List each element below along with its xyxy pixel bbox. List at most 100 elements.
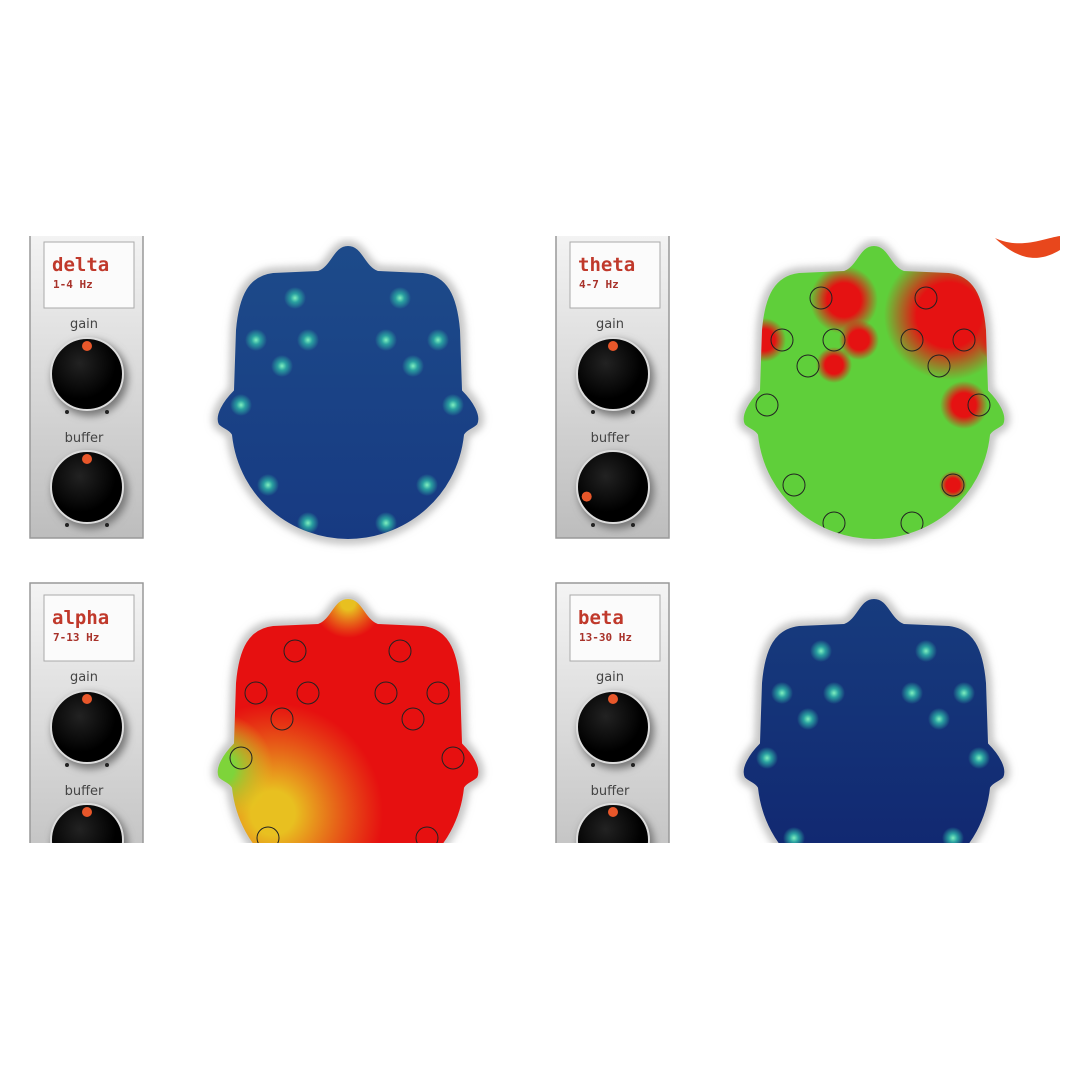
electrode-glow — [797, 708, 819, 730]
band-name: theta — [578, 254, 635, 276]
activity-blob — [216, 703, 383, 843]
electrode — [822, 328, 846, 352]
knob-indicator — [608, 341, 618, 351]
band-name: beta — [578, 607, 624, 629]
knob-tick — [65, 410, 69, 414]
knob-indicator — [82, 694, 92, 704]
electrode — [297, 865, 319, 887]
electrode — [796, 354, 820, 378]
label-box — [569, 241, 661, 309]
electrode-glow — [823, 865, 845, 887]
band-panel: beta 13-30 Hz gain buffer — [555, 582, 1009, 887]
knob-tick — [105, 410, 109, 414]
band-range: 13-30 Hz — [579, 631, 632, 644]
electrode — [770, 328, 794, 352]
electrode — [256, 826, 280, 843]
knob — [576, 690, 650, 764]
electrode-glow — [756, 747, 778, 769]
band-range: 1-4 Hz — [53, 278, 93, 291]
knob-tick — [591, 410, 595, 414]
electrode-glow — [375, 512, 397, 534]
electrode-glow — [901, 865, 923, 887]
electrode-glow — [230, 394, 252, 416]
electrode-glow — [810, 640, 832, 662]
electrode — [927, 354, 951, 378]
knob-tick — [631, 523, 635, 527]
electrode-glow — [402, 355, 424, 377]
electrode — [283, 639, 307, 663]
electrode-glow — [915, 640, 937, 662]
electrode-glow — [389, 287, 411, 309]
head-fill — [216, 598, 480, 887]
electrode-glow — [284, 287, 306, 309]
buffer-label: buffer — [65, 431, 104, 446]
knob — [50, 803, 124, 843]
electrode-glow — [901, 682, 923, 704]
gain-label: gain — [596, 317, 624, 332]
band-range: 7-13 Hz — [53, 631, 99, 644]
electrode-glow — [442, 394, 464, 416]
electrode — [914, 286, 938, 310]
head-fill — [216, 245, 480, 540]
electrode-glow — [942, 827, 964, 843]
knob-indicator — [608, 694, 618, 704]
activity-blob — [313, 598, 383, 638]
knob — [50, 690, 124, 764]
knob — [576, 803, 650, 843]
electrode — [296, 681, 320, 705]
electrode-glow — [245, 329, 267, 351]
activity-blob — [742, 318, 786, 362]
electrode — [229, 746, 253, 770]
knob-indicator — [82, 807, 92, 817]
electrode — [755, 393, 779, 417]
gain-label: gain — [70, 317, 98, 332]
knob-tick — [65, 876, 69, 880]
electrode-glow — [375, 329, 397, 351]
knob-tick — [105, 523, 109, 527]
knob-indicator — [82, 341, 92, 351]
knob-indicator — [608, 807, 618, 817]
head-fill — [742, 598, 1006, 887]
label-box — [43, 594, 135, 662]
knob-tick — [631, 876, 635, 880]
electrode — [941, 473, 965, 497]
electrode — [388, 639, 412, 663]
activity-blob — [977, 318, 1006, 362]
band-name: alpha — [52, 607, 109, 629]
electrode — [375, 865, 397, 887]
buffer-label: buffer — [591, 784, 630, 799]
head-map — [739, 593, 1009, 887]
electrode-glow — [968, 747, 990, 769]
electrode — [244, 681, 268, 705]
band-panel: delta 1-4 Hz gain buffer — [29, 236, 483, 540]
knob — [50, 450, 124, 524]
electrode-glow — [297, 329, 319, 351]
head-map — [213, 240, 483, 540]
electrode — [900, 328, 924, 352]
gain-label: gain — [596, 670, 624, 685]
head-map — [739, 240, 1021, 540]
activity-blob — [816, 347, 852, 383]
knob-indicator — [82, 454, 92, 464]
electrode — [782, 473, 806, 497]
electrode-glow — [783, 827, 805, 843]
electrode-glow — [953, 682, 975, 704]
electrode — [426, 681, 450, 705]
band-panel: theta 4-7 Hz gain buffer — [555, 236, 1021, 540]
electrode-glow — [928, 708, 950, 730]
knob-tick — [105, 876, 109, 880]
electrode-glow — [823, 682, 845, 704]
activity-blob — [939, 471, 967, 499]
knob-tick — [631, 410, 635, 414]
electrode — [809, 286, 833, 310]
electrode — [401, 707, 425, 731]
knob — [576, 337, 650, 411]
knob-tick — [631, 763, 635, 767]
buffer-label: buffer — [65, 784, 104, 799]
knob-indicator — [581, 491, 592, 502]
head-map — [163, 568, 483, 887]
head-base — [742, 598, 1006, 843]
content: delta 1-4 Hz gain buffer theta 4-7 Hz gain buff… — [29, 236, 1060, 887]
knob — [576, 450, 650, 524]
